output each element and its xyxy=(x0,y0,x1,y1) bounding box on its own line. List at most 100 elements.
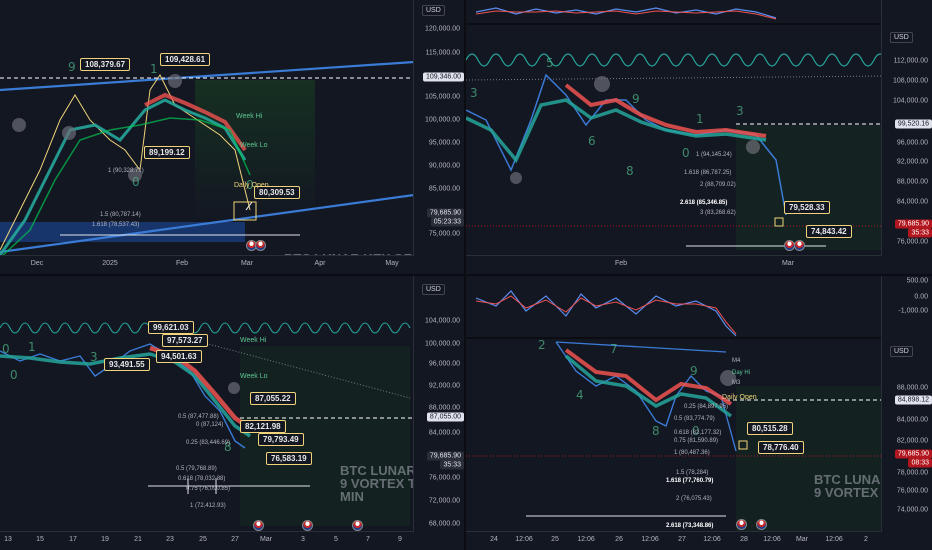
price-callout[interactable]: 80,309.53 xyxy=(254,186,300,199)
wave-count-label: 8 xyxy=(626,164,634,178)
fib-level-label: 2.618 (85,346.85) xyxy=(680,200,728,206)
price-level-tag: 109,346.00 xyxy=(422,72,464,82)
time-label: Dec xyxy=(30,260,44,267)
price-callout[interactable]: 87,055.22 xyxy=(250,392,296,405)
fib-level-label: M3 xyxy=(732,380,741,386)
time-label: 25 xyxy=(551,536,559,543)
time-label: 24 xyxy=(490,536,498,543)
time-label: 5 xyxy=(334,536,338,543)
price-callout[interactable]: 93,491.55 xyxy=(104,358,150,371)
wave-count-label: 0 xyxy=(682,146,690,160)
time-label: 23 xyxy=(166,536,174,543)
fib-level-label: 0 (87,124) xyxy=(196,422,224,428)
oscillator-tick: 500.00 xyxy=(906,277,928,285)
oscillator-tick: -1,000.00 xyxy=(898,307,928,315)
price-callout[interactable]: 94,501.63 xyxy=(156,350,202,363)
price-callout[interactable]: 78,776.40 xyxy=(758,441,804,454)
price-tick: 76,000.00 xyxy=(428,474,460,482)
fib-level-label: 1.5 (80,787.14) xyxy=(100,212,141,218)
oscillator-tick: 0.00 xyxy=(914,293,928,301)
marker-circle xyxy=(128,168,142,182)
chart-pane-top-right[interactable]: 3 5 6 9 8 1 3 0 1.618 (86,787.25) 2 (88,… xyxy=(466,0,932,274)
marker-circle xyxy=(62,126,76,140)
price-callout[interactable]: 79,793.49 xyxy=(258,433,304,446)
price-callout[interactable]: 89,199.12 xyxy=(144,146,190,159)
time-axis[interactable]: 24 12:06 25 12:06 26 12:06 27 12:06 28 1… xyxy=(466,531,882,550)
price-callout[interactable]: 97,573.27 xyxy=(162,334,208,347)
price-scale[interactable]: USD 120,000.00 115,000.00 105,000.00 100… xyxy=(413,0,464,256)
price-callout[interactable]: 99,621.03 xyxy=(148,321,194,334)
fib-level-label: 0.5 (79,768.89) xyxy=(176,466,217,472)
price-callout[interactable]: 108,379.67 xyxy=(80,58,131,71)
time-label: Mar xyxy=(795,536,809,543)
fib-level-label: 3 (83,268.62) xyxy=(700,210,736,216)
price-chart-canvas[interactable] xyxy=(466,0,932,274)
chart-pane-top-left[interactable]: 9 1 0 0 108,379.67 109,428.61 89,199.12 … xyxy=(0,0,464,274)
price-callout[interactable]: 109,428.61 xyxy=(160,53,211,66)
price-tick: 112,000.00 xyxy=(893,57,928,65)
chart-watermark: BTC LUNAR 9 VORTEX T xyxy=(814,472,890,500)
time-label: 15 xyxy=(36,536,44,543)
price-chart-canvas[interactable] xyxy=(0,0,464,274)
price-chart-canvas[interactable] xyxy=(466,276,932,550)
time-label: 12:06 xyxy=(825,536,843,543)
time-label: Feb xyxy=(614,260,628,267)
wave-count-label: 1 xyxy=(696,112,704,126)
price-tick: 92,000.00 xyxy=(896,158,928,166)
daily-open-label: Daily Open xyxy=(722,394,757,401)
currency-button[interactable]: USD xyxy=(422,284,445,295)
time-label: 12:06 xyxy=(703,536,721,543)
price-tick: 104,000.00 xyxy=(892,97,928,105)
countdown-tag: 08:33 xyxy=(908,458,932,468)
currency-button[interactable]: USD xyxy=(890,32,913,43)
price-callout[interactable]: 79,528.33 xyxy=(784,201,830,214)
marker-circle xyxy=(12,118,26,132)
price-callout[interactable]: 82,121.98 xyxy=(240,420,286,433)
time-label: Mar xyxy=(240,260,254,267)
price-tick: 75,000.00 xyxy=(428,230,460,238)
time-axis[interactable]: Feb Mar xyxy=(466,255,882,274)
price-callout[interactable]: 76,583.19 xyxy=(266,452,312,465)
price-scale[interactable]: USD 104,000.00 100,000.00 96,000.00 92,0… xyxy=(413,276,464,532)
price-tick: 90,000.00 xyxy=(428,162,460,170)
time-label: 21 xyxy=(134,536,142,543)
currency-button[interactable]: USD xyxy=(422,5,445,16)
price-level-tag: 84,898.12 xyxy=(894,395,932,405)
currency-button[interactable]: USD xyxy=(890,346,913,357)
week-lo-label: Week Lo xyxy=(240,373,268,380)
fib-level-label: 0.5 (83,774.79) xyxy=(674,416,715,422)
price-tick: 84,000.00 xyxy=(428,429,460,437)
time-axis[interactable]: Dec 2025 Feb Mar Apr May xyxy=(0,255,414,274)
time-label: 27 xyxy=(678,536,686,543)
price-scale[interactable]: 500.00 0.00 -1,000.00 USD 88,000.00 84,0… xyxy=(881,276,932,532)
price-tick: 84,000.00 xyxy=(896,198,928,206)
price-scale[interactable]: USD 112,000.00 108,000.00 104,000.00 96,… xyxy=(881,0,932,256)
wave-count-label: 0 xyxy=(2,342,10,356)
price-level-tag: 99,520.16 xyxy=(894,119,932,129)
wave-count-label: 5 xyxy=(546,56,554,70)
week-hi-label: Week Hi xyxy=(236,113,263,120)
chart-pane-bottom-right[interactable]: 2 7 4 9 8 0 M4 Day Hi M3 0.25 (84,897.95… xyxy=(466,276,932,550)
us-flag-icon xyxy=(302,520,313,531)
wave-count-label: 8 xyxy=(652,424,660,438)
price-tick: 74,000.00 xyxy=(896,506,928,514)
price-callout[interactable]: 80,515.28 xyxy=(747,422,793,435)
last-price-tag: 79,685.90 xyxy=(894,449,932,459)
time-label: 7 xyxy=(366,536,370,543)
time-axis[interactable]: 13 15 17 19 21 23 25 27 Mar 3 5 7 9 xyxy=(0,531,414,550)
marker-circle xyxy=(720,370,736,386)
price-chart-canvas[interactable] xyxy=(0,276,464,550)
marker-circle xyxy=(168,74,182,88)
wave-count-label: 3 xyxy=(470,86,478,100)
time-label: 17 xyxy=(69,536,77,543)
time-label: 26 xyxy=(615,536,623,543)
price-tick: 78,000.00 xyxy=(896,469,928,477)
time-label: 9 xyxy=(398,536,402,543)
chart-pane-bottom-left[interactable]: 0 1 3 0 8 99,621.03 97,573.27 94,501.63 … xyxy=(0,276,464,550)
time-label: 13 xyxy=(4,536,12,543)
pane-divider[interactable] xyxy=(0,274,932,276)
time-label: May xyxy=(385,260,399,267)
fib-level-label: 1.618 (78,537.43) xyxy=(92,222,140,228)
price-callout[interactable]: 74,843.42 xyxy=(806,225,852,238)
time-label: 12:06 xyxy=(763,536,781,543)
